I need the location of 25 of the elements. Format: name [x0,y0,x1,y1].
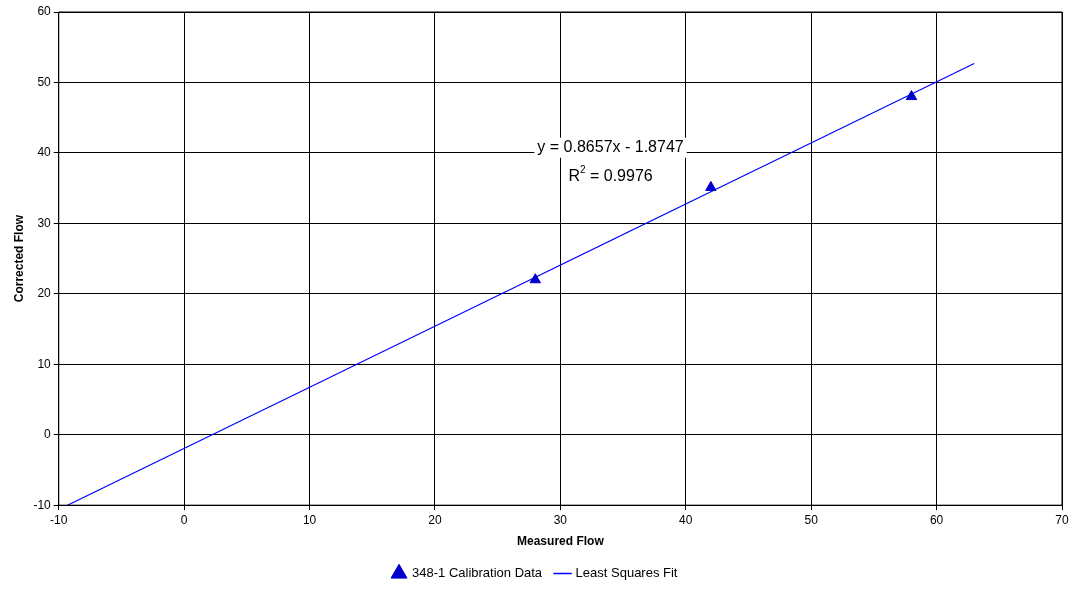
x-tick-label: -10 [50,512,68,527]
y-tick-label: 60 [37,4,52,19]
x-tick-label: 50 [804,512,819,527]
y-tick-label: 10 [37,356,52,371]
y-axis-title: Corrected Flow [11,214,26,303]
y-tick-label: 50 [37,74,52,89]
point [529,273,541,284]
x-tick-label: 40 [679,512,693,527]
x-tick-label: 60 [929,512,944,527]
x-axis-title: Measured Flow [517,534,605,549]
y-tick-label: 20 [37,286,52,301]
legend-label: Least Squares Fit [575,565,678,581]
x-tick-label: 70 [1055,512,1069,527]
y-tick-label: 40 [37,145,52,160]
y-tick-label: -10 [33,497,52,512]
legend-label: 348-1 Calibration Data [412,565,543,581]
y-tick-label: 30 [37,215,52,230]
x-tick-label: 0 [180,512,188,527]
annotation: y = 0.8657x - 1.8747 [537,138,684,156]
point [705,180,717,191]
x-tick-label: 30 [553,512,568,527]
point [905,90,918,101]
x-tick-label: 20 [428,512,442,527]
y-tick-label: 0 [44,427,52,442]
x-tick-label: 10 [302,512,317,527]
